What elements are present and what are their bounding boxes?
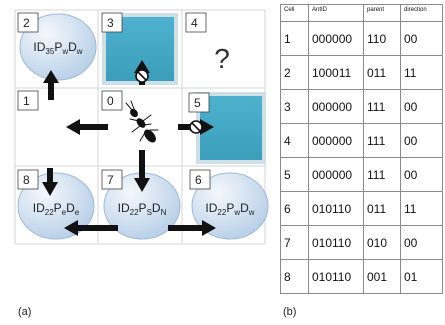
svg-text:5: 5: [194, 96, 201, 110]
direction: 00: [400, 21, 443, 56]
parent: 011: [363, 55, 401, 90]
table-row: 2 100011 011 11: [280, 55, 443, 90]
header-direction: direction: [400, 4, 443, 22]
cell-label-8: 8: [17, 169, 39, 190]
direction: 01: [400, 259, 443, 294]
parent: 110: [363, 21, 401, 56]
arrow-1-to-8: [42, 168, 58, 196]
header-parent: parent: [363, 4, 401, 22]
cell-id: 5: [280, 157, 309, 192]
svg-text:6: 6: [195, 173, 202, 187]
svg-text:1: 1: [23, 94, 30, 108]
blocked-sign-cell-3: [135, 69, 149, 83]
cell-label-2: 2: [17, 12, 39, 33]
ant-id: 000000: [308, 21, 364, 56]
svg-text:7: 7: [107, 173, 114, 187]
table-row: 4 000000 111 00: [280, 123, 443, 158]
svg-text:ID35PwDw: ID35PwDw: [33, 40, 82, 56]
cell-id: 2: [280, 55, 309, 90]
direction: 00: [400, 225, 443, 260]
cell-id: 3: [280, 89, 309, 124]
table-row: 1 000000 110 00: [280, 21, 443, 56]
svg-text:0: 0: [107, 94, 114, 108]
svg-text:8: 8: [23, 173, 30, 187]
svg-text:4: 4: [191, 16, 198, 30]
table-row: 8 010110 001 01: [280, 259, 443, 294]
cell-id: 7: [280, 225, 309, 260]
caption-a: (a): [18, 306, 32, 318]
table-row: 6 010110 011 11: [280, 191, 443, 226]
ant-id: 100011: [308, 55, 364, 90]
unknown-mark: ?: [214, 43, 230, 74]
svg-text:3: 3: [107, 16, 114, 30]
parent: 111: [363, 89, 401, 124]
blocked-sign-cell-5: [189, 120, 203, 134]
cell-label-1: 1: [17, 90, 39, 111]
header-cell: Cell: [280, 4, 309, 22]
ant-id: 010110: [308, 191, 364, 226]
cell-label-7: 7: [101, 169, 123, 190]
cell-id: 8: [280, 259, 309, 294]
arrow-7-to-6: [168, 220, 216, 236]
parent: 011: [363, 191, 401, 226]
caption-b: (b): [283, 306, 297, 318]
ant-grid-diagram: ID35PwDw ID22PeDe ID22PSDN ID22PwDw ?: [14, 9, 269, 245]
ant-id: 010110: [308, 225, 364, 260]
arrow-0-to-7: [134, 150, 150, 192]
cell-label-3: 3: [101, 12, 123, 33]
arrow-0-to-1: [66, 119, 108, 135]
direction: 00: [400, 123, 443, 158]
ant-state-table: Cell AntID parent direction 1 000000 110…: [280, 4, 443, 294]
bubble-cell-6: ID22PwDw: [191, 172, 269, 240]
svg-text:ID22PSDN: ID22PSDN: [118, 201, 167, 217]
cell-label-5: 5: [188, 92, 210, 113]
cell-label-4: 4: [185, 12, 207, 33]
svg-text:ID22PwDw: ID22PwDw: [205, 201, 254, 217]
table-row: 3 000000 111 00: [280, 89, 443, 124]
ant-id: 000000: [308, 89, 364, 124]
ant-id: 000000: [308, 157, 364, 192]
cell-id: 4: [280, 123, 309, 158]
cell-id: 6: [280, 191, 309, 226]
ant-id: 000000: [308, 123, 364, 158]
ant-id: 010110: [308, 259, 364, 294]
header-antid: AntID: [308, 4, 364, 22]
bubble-cell-7: ID22PSDN: [103, 172, 181, 240]
cell-label-0: 0: [101, 90, 123, 111]
ant-icon: [125, 100, 159, 143]
direction: 00: [400, 89, 443, 124]
svg-text:2: 2: [23, 16, 30, 30]
arrow-7-to-8: [64, 220, 118, 236]
parent: 010: [363, 225, 401, 260]
direction: 11: [400, 55, 443, 90]
cell-id: 1: [280, 21, 309, 56]
table-row: 7 010110 010 00: [280, 225, 443, 260]
direction: 11: [400, 191, 443, 226]
direction: 00: [400, 157, 443, 192]
bubble-cell-2: ID35PwDw: [19, 13, 97, 81]
parent: 111: [363, 123, 401, 158]
arrow-1-to-2: [43, 70, 59, 100]
parent: 001: [363, 259, 401, 294]
table-header-row: Cell AntID parent direction: [280, 4, 443, 22]
table-row: 5 000000 111 00: [280, 157, 443, 192]
svg-text:ID22PeDe: ID22PeDe: [33, 201, 80, 217]
cell-label-6: 6: [189, 169, 211, 190]
parent: 111: [363, 157, 401, 192]
